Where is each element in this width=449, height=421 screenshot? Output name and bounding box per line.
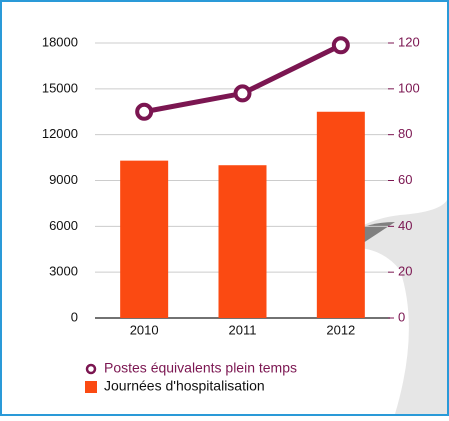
- line-marker: [135, 102, 154, 121]
- legend-label: Postes équivalents plein temps: [104, 360, 297, 376]
- y-tick-label: 6000: [49, 218, 78, 233]
- background-shape: [345, 200, 447, 414]
- plot: 0 3000 6000 9000 12000 15000 18000 0 20 40 60 80 100…: [42, 34, 420, 393]
- y2-tick-label: 100: [398, 80, 420, 95]
- y-tick-label: 15000: [42, 80, 78, 95]
- y2-tick-label: 60: [398, 172, 412, 187]
- x-tick-label: 2012: [326, 322, 355, 337]
- bar: [218, 165, 267, 318]
- y2-tick-label: 20: [398, 264, 412, 279]
- y-tick-label: 0: [71, 309, 78, 324]
- x-tick-label: 2011: [229, 322, 257, 337]
- legend-marker: [85, 381, 97, 393]
- bar: [316, 111, 365, 318]
- y2-tick-label: 80: [398, 126, 412, 141]
- y-tick-label: 12000: [42, 126, 78, 141]
- line-marker: [233, 84, 252, 103]
- y-tick-label: 9000: [49, 172, 78, 187]
- y2-tick-label: 0: [398, 309, 405, 324]
- line-marker: [331, 36, 350, 55]
- legend-marker: [85, 363, 97, 375]
- y-tick-label: 3000: [49, 264, 78, 279]
- bar: [120, 160, 169, 318]
- y2-tick-label: 40: [398, 218, 412, 233]
- x-tick-label: 2010: [130, 322, 159, 337]
- legend-label: Journées d'hospitalisation: [104, 378, 265, 394]
- y-tick-label: 18000: [42, 34, 78, 49]
- y2-tick-label: 120: [398, 34, 420, 49]
